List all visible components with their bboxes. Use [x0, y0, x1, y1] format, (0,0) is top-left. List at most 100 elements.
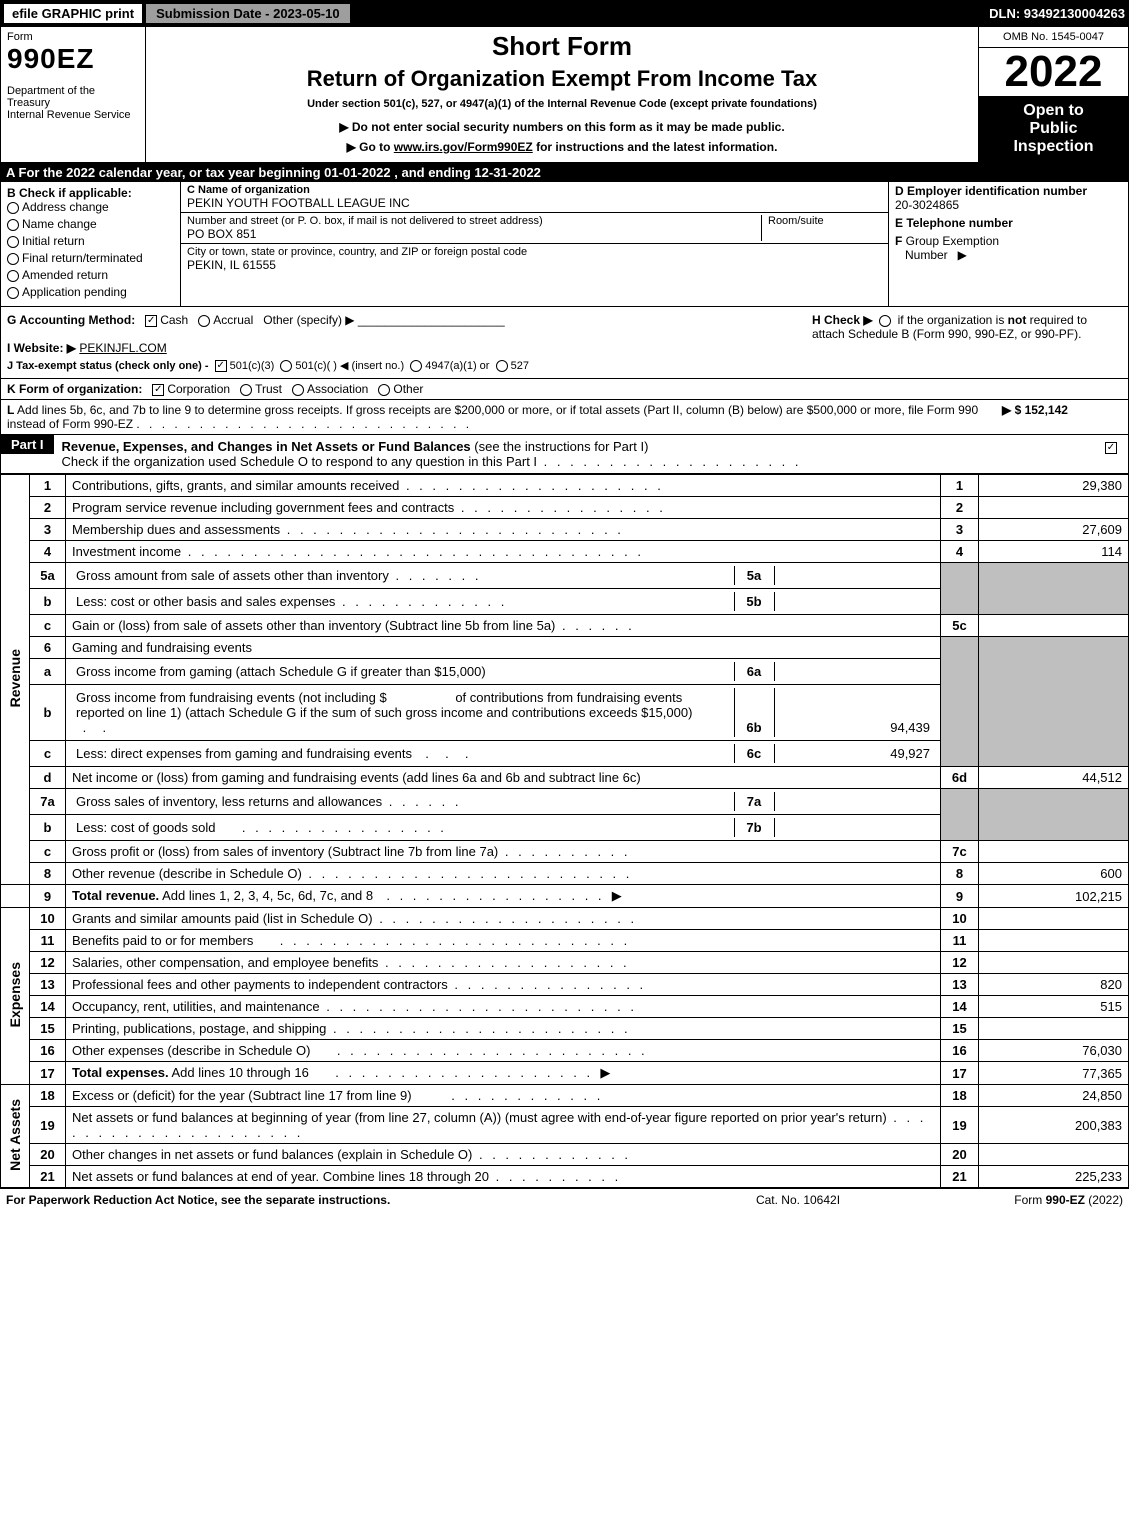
footer-catno: Cat. No. 10642I	[673, 1193, 923, 1207]
column-b: B Check if applicable: Address change Na…	[1, 182, 181, 306]
h-radio[interactable]	[879, 315, 891, 327]
website-value: PEKINJFL.COM	[79, 341, 166, 355]
row-5c: c Gain or (loss) from sale of assets oth…	[1, 615, 1129, 637]
org-name-label: C Name of organization	[187, 184, 882, 196]
submission-date: Submission Date - 2023-05-10	[146, 4, 350, 23]
part1-title: Revenue, Expenses, and Changes in Net As…	[62, 439, 471, 454]
omb-number: OMB No. 1545-0047	[979, 27, 1128, 48]
row-7c: c Gross profit or (loss) from sales of i…	[1, 841, 1129, 863]
row-12: 12 Salaries, other compensation, and emp…	[1, 952, 1129, 974]
row-15: 15 Printing, publications, postage, and …	[1, 1018, 1129, 1040]
j-527-radio[interactable]	[496, 360, 508, 372]
efile-label: efile GRAPHIC print	[4, 4, 142, 23]
form-title: Return of Organization Exempt From Incom…	[154, 66, 970, 92]
j-501c3-checkbox[interactable]	[215, 360, 227, 372]
section-a: A For the 2022 calendar year, or tax yea…	[0, 163, 1129, 182]
form-word: Form	[7, 31, 139, 43]
header-right: OMB No. 1545-0047 2022 Open toPublicInsp…	[978, 27, 1128, 162]
row-3: 3 Membership dues and assessments . . . …	[1, 519, 1129, 541]
header-mid: Short Form Return of Organization Exempt…	[146, 27, 978, 162]
row-6d: d Net income or (loss) from gaming and f…	[1, 767, 1129, 789]
row-10: Expenses 10 Grants and similar amounts p…	[1, 908, 1129, 930]
city-value: PEKIN, IL 61555	[187, 258, 882, 272]
row-4: 4 Investment income . . . . . . . . . . …	[1, 541, 1129, 563]
check-final-return[interactable]: Final return/terminated	[7, 251, 174, 265]
org-name: PEKIN YOUTH FOOTBALL LEAGUE INC	[187, 196, 882, 210]
phone-cell: E Telephone number	[889, 214, 1128, 232]
check-name-change[interactable]: Name change	[7, 217, 174, 231]
form-header: Form 990EZ Department of the TreasuryInt…	[0, 26, 1129, 163]
accrual-radio[interactable]	[198, 315, 210, 327]
form-subtitle: Under section 501(c), 527, or 4947(a)(1)…	[154, 98, 970, 110]
open-to-public: Open toPublicInspection	[979, 96, 1128, 162]
k-other-radio[interactable]	[378, 384, 390, 396]
row-17: 17 Total expenses. Add lines 10 through …	[1, 1062, 1129, 1085]
row-18: Net Assets 18 Excess or (deficit) for th…	[1, 1085, 1129, 1107]
k-trust-radio[interactable]	[240, 384, 252, 396]
j-501c-radio[interactable]	[280, 360, 292, 372]
k-assoc-radio[interactable]	[292, 384, 304, 396]
part1-checkbox[interactable]	[1105, 442, 1117, 454]
ghi-left: G Accounting Method: Cash Accrual Other …	[7, 313, 812, 372]
ein-value: 20-3024865	[895, 198, 1122, 212]
col-b-heading: B Check if applicable:	[7, 186, 174, 200]
row-7a: 7a Gross sales of inventory, less return…	[1, 789, 1129, 815]
city-label: City or town, state or province, country…	[187, 246, 882, 258]
row-11: 11 Benefits paid to or for members . . .…	[1, 930, 1129, 952]
part1-checkbox-cell	[1088, 435, 1128, 458]
part1-header: Part I Revenue, Expenses, and Changes in…	[0, 435, 1129, 474]
expenses-side-label: Expenses	[1, 908, 30, 1085]
group-cell: F Group Exemption Number ▶	[889, 232, 1128, 264]
form-number: 990EZ	[7, 43, 139, 75]
header-left: Form 990EZ Department of the TreasuryInt…	[1, 27, 146, 162]
street-value: PO BOX 851	[187, 227, 755, 241]
part1-check-text: Check if the organization used Schedule …	[62, 454, 538, 469]
footer: For Paperwork Reduction Act Notice, see …	[0, 1188, 1129, 1211]
column-d: D Employer identification number 20-3024…	[888, 182, 1128, 306]
line-g: G Accounting Method: Cash Accrual Other …	[7, 313, 812, 327]
main-table: Revenue 1 Contributions, gifts, grants, …	[0, 474, 1129, 1188]
dln: DLN: 93492130004263	[989, 6, 1125, 21]
top-bar: efile GRAPHIC print Submission Date - 20…	[0, 0, 1129, 26]
part1-desc: Revenue, Expenses, and Changes in Net As…	[54, 435, 1088, 473]
line-h: H Check ▶ if the organization is not req…	[812, 313, 1122, 372]
check-amended-return[interactable]: Amended return	[7, 268, 174, 282]
department: Department of the TreasuryInternal Reven…	[7, 85, 139, 121]
phone-label: E Telephone number	[895, 216, 1122, 230]
netassets-side-label: Net Assets	[1, 1085, 30, 1188]
street-label: Number and street (or P. O. box, if mail…	[187, 215, 755, 227]
row-9: 9 Total revenue. Add lines 1, 2, 3, 4, 5…	[1, 885, 1129, 908]
k-corp-checkbox[interactable]	[152, 384, 164, 396]
row-16: 16 Other expenses (describe in Schedule …	[1, 1040, 1129, 1062]
ghi-block: G Accounting Method: Cash Accrual Other …	[0, 307, 1129, 379]
website-note: ▶ Go to www.irs.gov/Form990EZ for instru…	[154, 140, 970, 154]
footer-right: Form 990-EZ (2022)	[923, 1193, 1123, 1207]
j-4947-radio[interactable]	[410, 360, 422, 372]
ssn-note: ▶ Do not enter social security numbers o…	[154, 120, 970, 134]
row-5a: 5a Gross amount from sale of assets othe…	[1, 563, 1129, 589]
row-6: 6 Gaming and fundraising events	[1, 637, 1129, 659]
ein-cell: D Employer identification number 20-3024…	[889, 182, 1128, 214]
row-14: 14 Occupancy, rent, utilities, and maint…	[1, 996, 1129, 1018]
line-j: J Tax-exempt status (check only one) - 5…	[7, 359, 812, 372]
revenue-side-label: Revenue	[1, 475, 30, 885]
row-2: 2 Program service revenue including gove…	[1, 497, 1129, 519]
line-l-text: L Add lines 5b, 6c, and 7b to line 9 to …	[7, 403, 1002, 431]
row-8: 8 Other revenue (describe in Schedule O)…	[1, 863, 1129, 885]
check-initial-return[interactable]: Initial return	[7, 234, 174, 248]
city-cell: City or town, state or province, country…	[181, 244, 888, 274]
row-1: Revenue 1 Contributions, gifts, grants, …	[1, 475, 1129, 497]
cash-checkbox[interactable]	[145, 315, 157, 327]
column-c: C Name of organization PEKIN YOUTH FOOTB…	[181, 182, 888, 306]
row-13: 13 Professional fees and other payments …	[1, 974, 1129, 996]
check-application-pending[interactable]: Application pending	[7, 285, 174, 299]
part1-tab: Part I	[1, 435, 54, 454]
org-name-cell: C Name of organization PEKIN YOUTH FOOTB…	[181, 182, 888, 213]
check-address-change[interactable]: Address change	[7, 200, 174, 214]
street-cell: Number and street (or P. O. box, if mail…	[181, 213, 888, 244]
row-20: 20 Other changes in net assets or fund b…	[1, 1144, 1129, 1166]
line-i: I Website: ▶ PEKINJFL.COM	[7, 341, 812, 355]
footer-left: For Paperwork Reduction Act Notice, see …	[6, 1193, 673, 1207]
line-l-amount: ▶ $ 152,142	[1002, 403, 1122, 431]
ein-label: D Employer identification number	[895, 184, 1122, 198]
